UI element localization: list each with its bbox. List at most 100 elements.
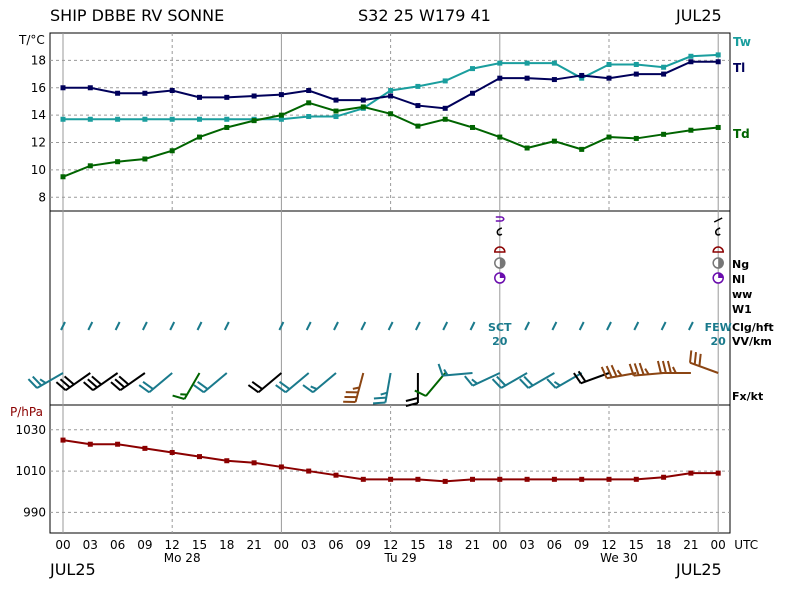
data-point	[661, 131, 667, 137]
wind-barb-feather	[39, 378, 47, 384]
ceiling-tick	[114, 321, 121, 331]
wind-barb-feather	[414, 389, 427, 397]
cloud-cover-label: FEW	[705, 321, 732, 334]
data-point	[497, 60, 503, 66]
wind-barb-shaft	[689, 361, 719, 374]
time-tick-label: 21	[465, 538, 480, 552]
time-tick-label: 06	[547, 538, 562, 552]
wind-barb-feather	[83, 381, 94, 391]
data-point	[224, 124, 230, 130]
pressure-tick-label: 990	[23, 505, 46, 519]
data-point	[715, 124, 721, 130]
wind-barb-feather	[577, 370, 587, 383]
data-point	[142, 116, 148, 122]
wind-barb-shaft	[312, 372, 337, 394]
obs-row-label: Ng	[732, 258, 749, 271]
wind-barb-shaft	[384, 372, 392, 403]
wind-barb-feather	[491, 378, 502, 389]
data-point	[87, 116, 93, 122]
data-point	[278, 92, 284, 98]
ceiling-tick	[60, 321, 66, 331]
data-point	[715, 52, 721, 58]
time-tick-label: 00	[274, 538, 289, 552]
data-point	[224, 458, 230, 464]
data-point	[115, 441, 121, 447]
data-point	[360, 97, 366, 103]
visibility-label: 20	[711, 335, 727, 348]
header-month: JUL25	[676, 6, 722, 25]
data-point	[442, 105, 448, 111]
data-point	[60, 85, 66, 91]
ceiling-tick	[688, 321, 694, 331]
wind-barb-feather	[443, 368, 449, 376]
data-point	[688, 53, 694, 59]
data-point	[715, 59, 721, 65]
time-tick-label: 18	[656, 538, 671, 552]
wind-barb-feather	[464, 375, 474, 387]
data-point	[87, 163, 93, 169]
day-label: Mo 28	[164, 551, 201, 565]
wind-barb-feather	[63, 375, 75, 386]
cumulus-symbol	[494, 246, 506, 253]
data-point	[688, 127, 694, 133]
data-point	[524, 476, 530, 482]
wind-barb-feather	[380, 391, 388, 396]
time-tick-label: 03	[83, 538, 98, 552]
data-point	[115, 116, 121, 122]
footer-month-right: JUL25	[676, 560, 722, 579]
ceiling-tick	[660, 321, 667, 331]
total-cover-fill	[499, 258, 505, 268]
data-point	[142, 90, 148, 96]
chart-frame	[49, 32, 731, 534]
temp-tick-label: 8	[38, 190, 46, 204]
cirrus-symbol	[495, 216, 505, 222]
cumulus-symbol	[712, 246, 724, 253]
series-label-tw: Tw	[733, 35, 751, 49]
data-point	[115, 90, 121, 96]
data-point	[470, 124, 475, 130]
wind-barb-feather	[405, 397, 419, 402]
ceiling-tick	[578, 321, 585, 331]
visibility-label: 20	[492, 335, 508, 348]
wind-barb-feather	[656, 360, 662, 374]
cloud-low-symbol	[713, 217, 723, 223]
data-point	[633, 135, 639, 141]
ceiling-tick	[196, 321, 203, 331]
wind-barb-feather	[251, 380, 263, 390]
data-point	[661, 64, 667, 70]
data-point	[579, 72, 585, 78]
obs-row-label: W1	[732, 303, 752, 316]
time-tick-label: 00	[711, 538, 726, 552]
wind-barb-shaft	[425, 372, 446, 397]
wind-barb-feather	[600, 366, 608, 379]
time-tick-label: 03	[519, 538, 534, 552]
cloud-cover-label: SCT	[488, 321, 512, 334]
data-point	[442, 478, 448, 484]
time-tick-label: 09	[574, 538, 589, 552]
time-tick-label: 21	[683, 538, 698, 552]
wind-barb-feather	[693, 352, 697, 365]
time-tick-label: 12	[601, 538, 616, 552]
data-point	[388, 476, 394, 482]
wind-barb-feather	[644, 368, 650, 375]
obs-row-label: Fx/kt	[732, 390, 763, 403]
series-label-td: Td	[733, 127, 750, 141]
wind-barb-feather	[138, 384, 150, 394]
data-point	[306, 468, 312, 474]
data-point	[606, 134, 612, 140]
station-title: SHIP DBBE RV SONNE	[50, 6, 225, 25]
data-point	[579, 75, 585, 81]
data-point	[197, 134, 202, 140]
data-point	[251, 93, 257, 99]
wind-barb-feather	[437, 363, 444, 376]
cloud-mid-symbol	[496, 227, 503, 236]
data-point	[197, 116, 202, 122]
data-point	[360, 476, 366, 482]
time-tick-label: 18	[219, 538, 234, 552]
data-point	[306, 114, 312, 120]
data-point	[633, 476, 639, 482]
data-point	[470, 66, 475, 72]
ceiling-tick	[305, 321, 312, 331]
wind-barb-feather	[87, 378, 98, 389]
